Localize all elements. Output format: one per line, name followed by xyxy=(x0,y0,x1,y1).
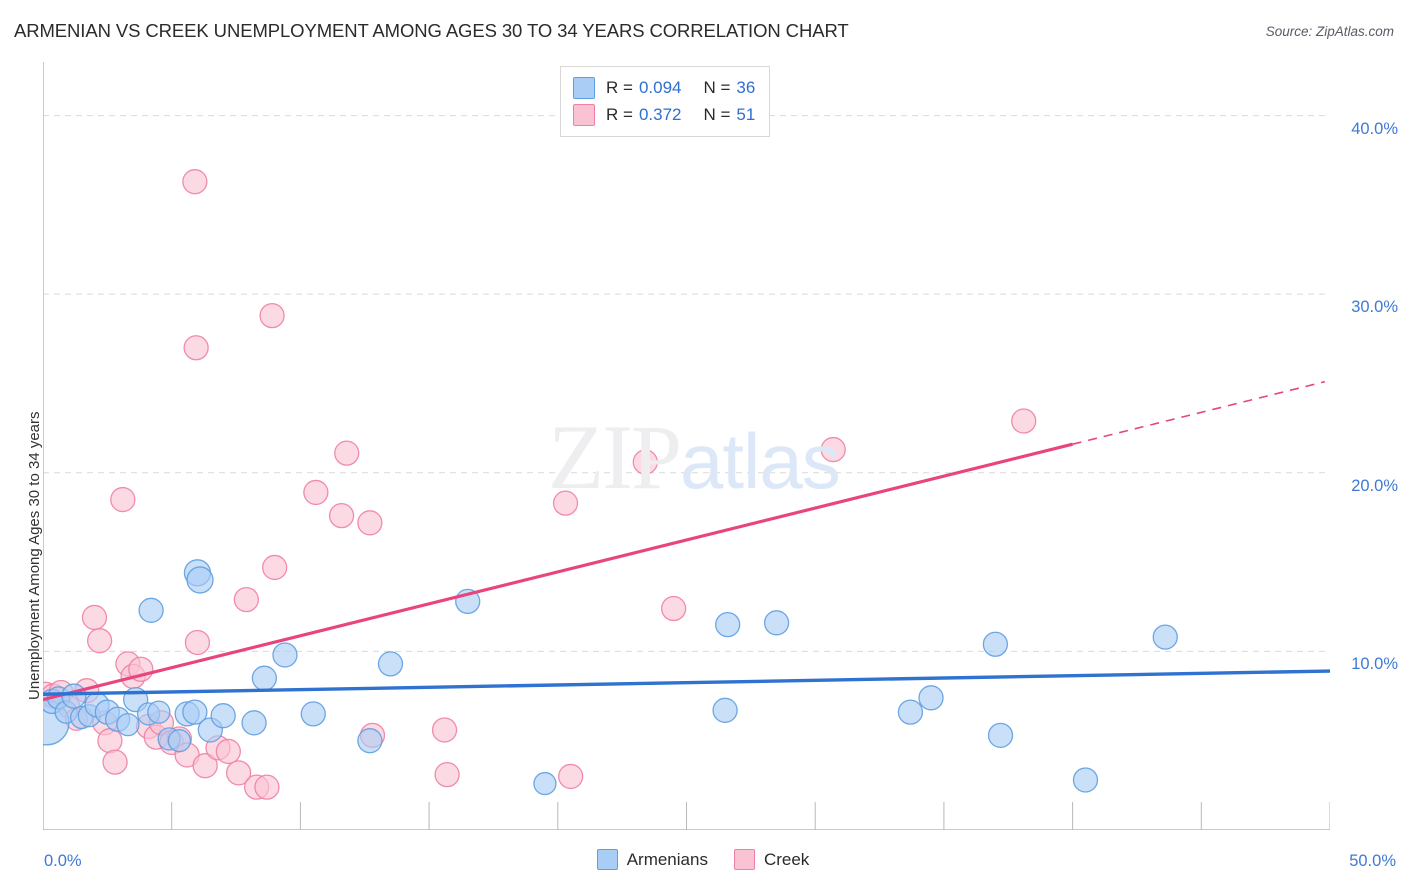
armenians-n-label: N = xyxy=(703,77,731,97)
creek-r-value: 0.372 xyxy=(638,104,682,124)
correlation-stats-legend: R = 0.094 N = 36 R = 0.372 N = 51 xyxy=(560,66,771,137)
y-tick-label-20: 20.0% xyxy=(1351,476,1398,495)
scatter-plot-svg xyxy=(43,62,1330,830)
source-attribution: Source: ZipAtlas.com xyxy=(1265,24,1394,39)
legend-item-creek[interactable]: Creek xyxy=(733,849,810,870)
y-tick-label-30: 30.0% xyxy=(1351,298,1398,317)
x-tick-label-max: 50.0% xyxy=(1349,852,1396,870)
creek-r-label: R = xyxy=(606,104,633,124)
legend-label-creek: Creek xyxy=(763,849,810,869)
stats-row-creek: R = 0.372 N = 51 xyxy=(573,101,755,128)
armenians-swatch-icon xyxy=(573,76,595,99)
armenians-n-value: 36 xyxy=(736,77,756,97)
creek-legend-swatch-icon xyxy=(733,849,755,870)
armenians-r-label: R = xyxy=(606,77,633,97)
stats-row-armenians: R = 0.094 N = 36 xyxy=(573,74,755,101)
creek-n-value: 51 xyxy=(736,104,756,124)
x-tick-label-min: 0.0% xyxy=(44,852,82,870)
page-title: ARMENIAN VS CREEK UNEMPLOYMENT AMONG AGE… xyxy=(14,20,849,41)
armenians-legend-swatch-icon xyxy=(596,849,618,870)
y-tick-label-40: 40.0% xyxy=(1351,119,1398,138)
y-tick-label-10: 10.0% xyxy=(1351,655,1398,674)
creek-n-label: N = xyxy=(703,104,731,124)
series-legend: Armenians Creek xyxy=(0,849,1406,870)
creek-swatch-icon xyxy=(573,103,595,126)
armenians-r-value: 0.094 xyxy=(638,77,682,97)
legend-label-armenians: Armenians xyxy=(626,849,708,869)
plot-area xyxy=(43,62,1330,830)
legend-item-armenians[interactable]: Armenians xyxy=(596,849,708,870)
